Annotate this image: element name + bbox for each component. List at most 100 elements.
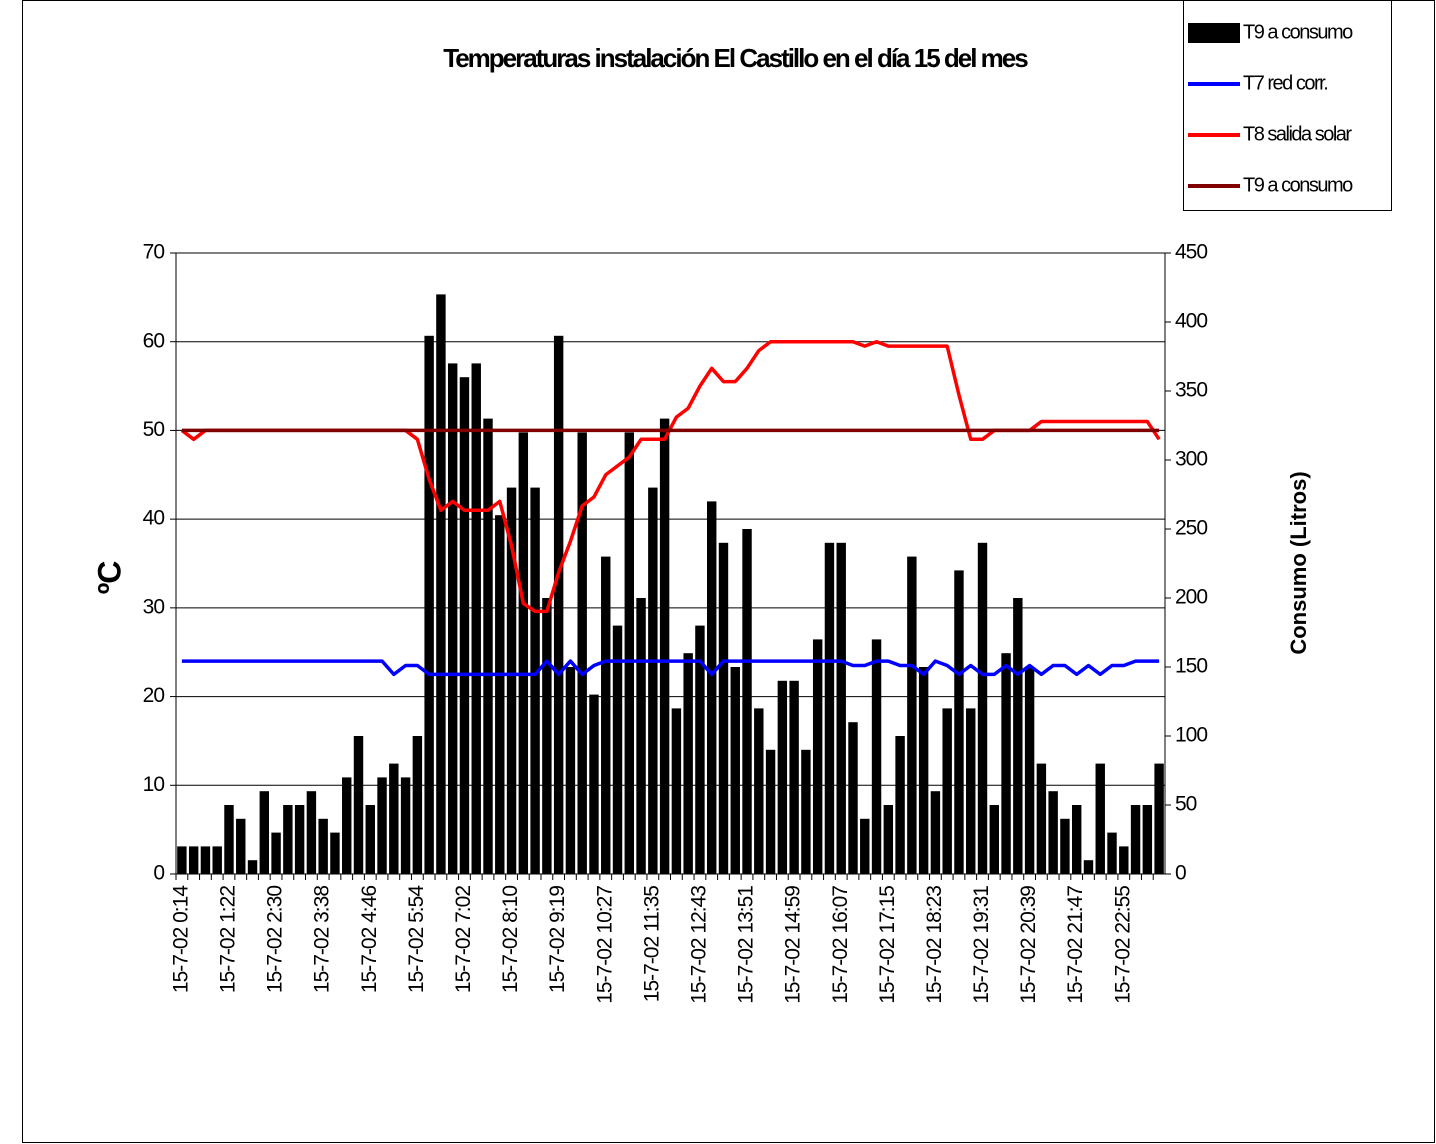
legend-label: T9 a consumo (1243, 174, 1353, 196)
bar (271, 832, 281, 874)
bar (1154, 763, 1164, 874)
y-tick-label: 60 (143, 329, 165, 352)
bar (860, 818, 870, 874)
x-tick-label: 15-7-02 12:43 (687, 886, 710, 1004)
bar (718, 542, 729, 874)
bar (200, 846, 211, 874)
bar (671, 708, 682, 874)
bar (1142, 805, 1153, 874)
bar (459, 377, 470, 874)
bar (306, 791, 317, 874)
bar (224, 805, 234, 874)
bar (966, 708, 976, 874)
bar (1107, 832, 1117, 874)
bar (730, 667, 740, 874)
bar (812, 639, 823, 874)
y-tick-label: 10 (143, 773, 165, 796)
bar (789, 680, 799, 874)
bar (683, 653, 693, 874)
x-tick-label: 15-7-02 22:55 (1111, 886, 1134, 1004)
bar (565, 667, 576, 874)
bar (930, 791, 941, 874)
bar (836, 542, 846, 874)
x-tick-label: 15-7-02 14:59 (782, 886, 805, 1004)
x-tick-label: 15-7-02 4:46 (358, 886, 381, 993)
bar (1036, 763, 1047, 874)
y2-tick-label: 100 (1175, 724, 1207, 747)
y-axis-label: ºC (91, 561, 127, 595)
bar (1013, 598, 1023, 874)
legend-label: T8 salida solar (1243, 123, 1352, 145)
bar (848, 722, 858, 874)
legend-label: T9 a consumo (1243, 21, 1353, 43)
x-tick-label: 15-7-02 11:35 (640, 886, 663, 1003)
x-tick-label: 15-7-02 5:54 (405, 885, 428, 993)
bar (294, 805, 305, 874)
bar (212, 846, 222, 874)
y2-axis-label: Consumo (Litros) (1286, 471, 1311, 654)
bar (424, 335, 434, 874)
x-tick-label: 15-7-02 9:19 (546, 886, 569, 993)
bar (636, 598, 646, 874)
x-tick-label: 15-7-02 19:31 (970, 886, 993, 1004)
y2-tick-label: 400 (1175, 310, 1207, 333)
bar (942, 708, 952, 874)
bar (330, 832, 340, 874)
bar (624, 432, 635, 874)
bar (353, 736, 364, 874)
x-tick-label: 15-7-02 21:47 (1064, 886, 1087, 1004)
bar (895, 736, 905, 874)
bar (1048, 791, 1058, 874)
bar (612, 625, 623, 874)
x-tick-label: 15-7-02 13:51 (735, 886, 758, 1004)
y-tick-label: 30 (143, 595, 165, 618)
x-tick-label: 15-7-02 16:07 (829, 886, 852, 1004)
x-tick-label: 15-7-02 10:27 (593, 886, 616, 1004)
y2-tick-label: 250 (1175, 517, 1207, 540)
bar (871, 639, 882, 874)
bar (977, 542, 988, 874)
chart-title: Temperaturas instalación El Castillo en … (443, 43, 1028, 73)
y2-tick-label: 150 (1175, 655, 1207, 678)
bar (824, 542, 835, 874)
bar (1001, 653, 1011, 874)
bar (706, 501, 717, 874)
bar (365, 805, 375, 874)
bar (342, 777, 352, 874)
bar (483, 418, 493, 874)
bar (801, 749, 811, 874)
bar (883, 805, 894, 874)
bar (553, 335, 564, 874)
bar (518, 432, 529, 874)
bar (577, 432, 587, 874)
bar (1119, 846, 1129, 874)
bar (495, 515, 505, 874)
y2-tick-label: 300 (1175, 448, 1207, 471)
x-tick-label: 15-7-02 7:02 (452, 886, 475, 993)
bar (1095, 763, 1105, 874)
y-tick-label: 50 (143, 418, 165, 441)
bar (954, 570, 964, 874)
bar (1071, 805, 1082, 874)
y2-tick-label: 350 (1175, 379, 1207, 402)
bar (318, 818, 328, 874)
bar (765, 749, 776, 874)
bar (695, 625, 705, 874)
bar (989, 805, 999, 874)
y-tick-label: 70 (143, 241, 165, 264)
bar (247, 860, 258, 874)
bar (236, 818, 246, 874)
bar (1083, 860, 1094, 874)
y-tick-label: 0 (153, 862, 164, 885)
bar (907, 556, 917, 874)
bar (389, 763, 399, 874)
bar (777, 680, 788, 874)
legend-swatch (1188, 23, 1240, 43)
bar (601, 556, 611, 874)
bar (506, 487, 517, 874)
bar (589, 694, 599, 874)
y-tick-label: 40 (143, 507, 165, 530)
bar (177, 846, 187, 874)
bar (530, 487, 540, 874)
bar (918, 667, 929, 874)
